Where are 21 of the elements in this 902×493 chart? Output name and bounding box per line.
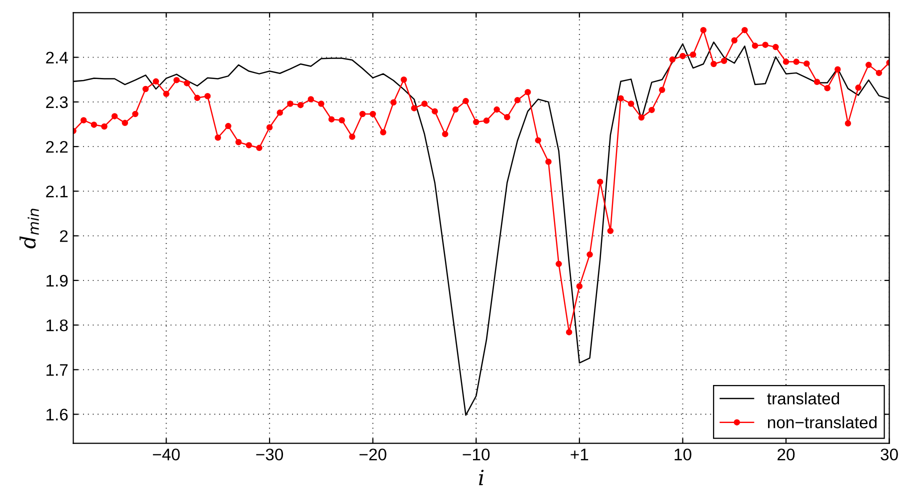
- x-tick-label: +1: [570, 448, 588, 460]
- y-tick-label: 2.1: [46, 186, 68, 198]
- x-tick-label: −10: [462, 448, 490, 460]
- y-tick-label: 2.4: [46, 52, 68, 64]
- y-tick-label: 2.2: [46, 140, 68, 153]
- x-tick-label: 30: [880, 448, 898, 460]
- y-tick-label: 1.9: [46, 274, 68, 287]
- y-tick-label: 1.7: [46, 364, 68, 376]
- y-axis-title: d$_{min}$: [20, 208, 39, 248]
- x-tick-label: 20: [778, 448, 795, 460]
- y-tick-label: 1.6: [46, 408, 68, 420]
- x-tick-label: −30: [256, 448, 284, 460]
- x-tick-label: −40: [152, 448, 180, 460]
- x-tick-label: 10: [674, 448, 692, 460]
- x-axis-title: i: [479, 470, 484, 486]
- y-tick-label: 1.8: [46, 319, 68, 332]
- legend-label: translated: [767, 392, 840, 404]
- y-tick-label: 2: [60, 230, 68, 242]
- x-tick-label: −20: [360, 448, 386, 460]
- y-tick-label: 2.3: [46, 96, 68, 108]
- legend-label: non−translated: [768, 416, 877, 428]
